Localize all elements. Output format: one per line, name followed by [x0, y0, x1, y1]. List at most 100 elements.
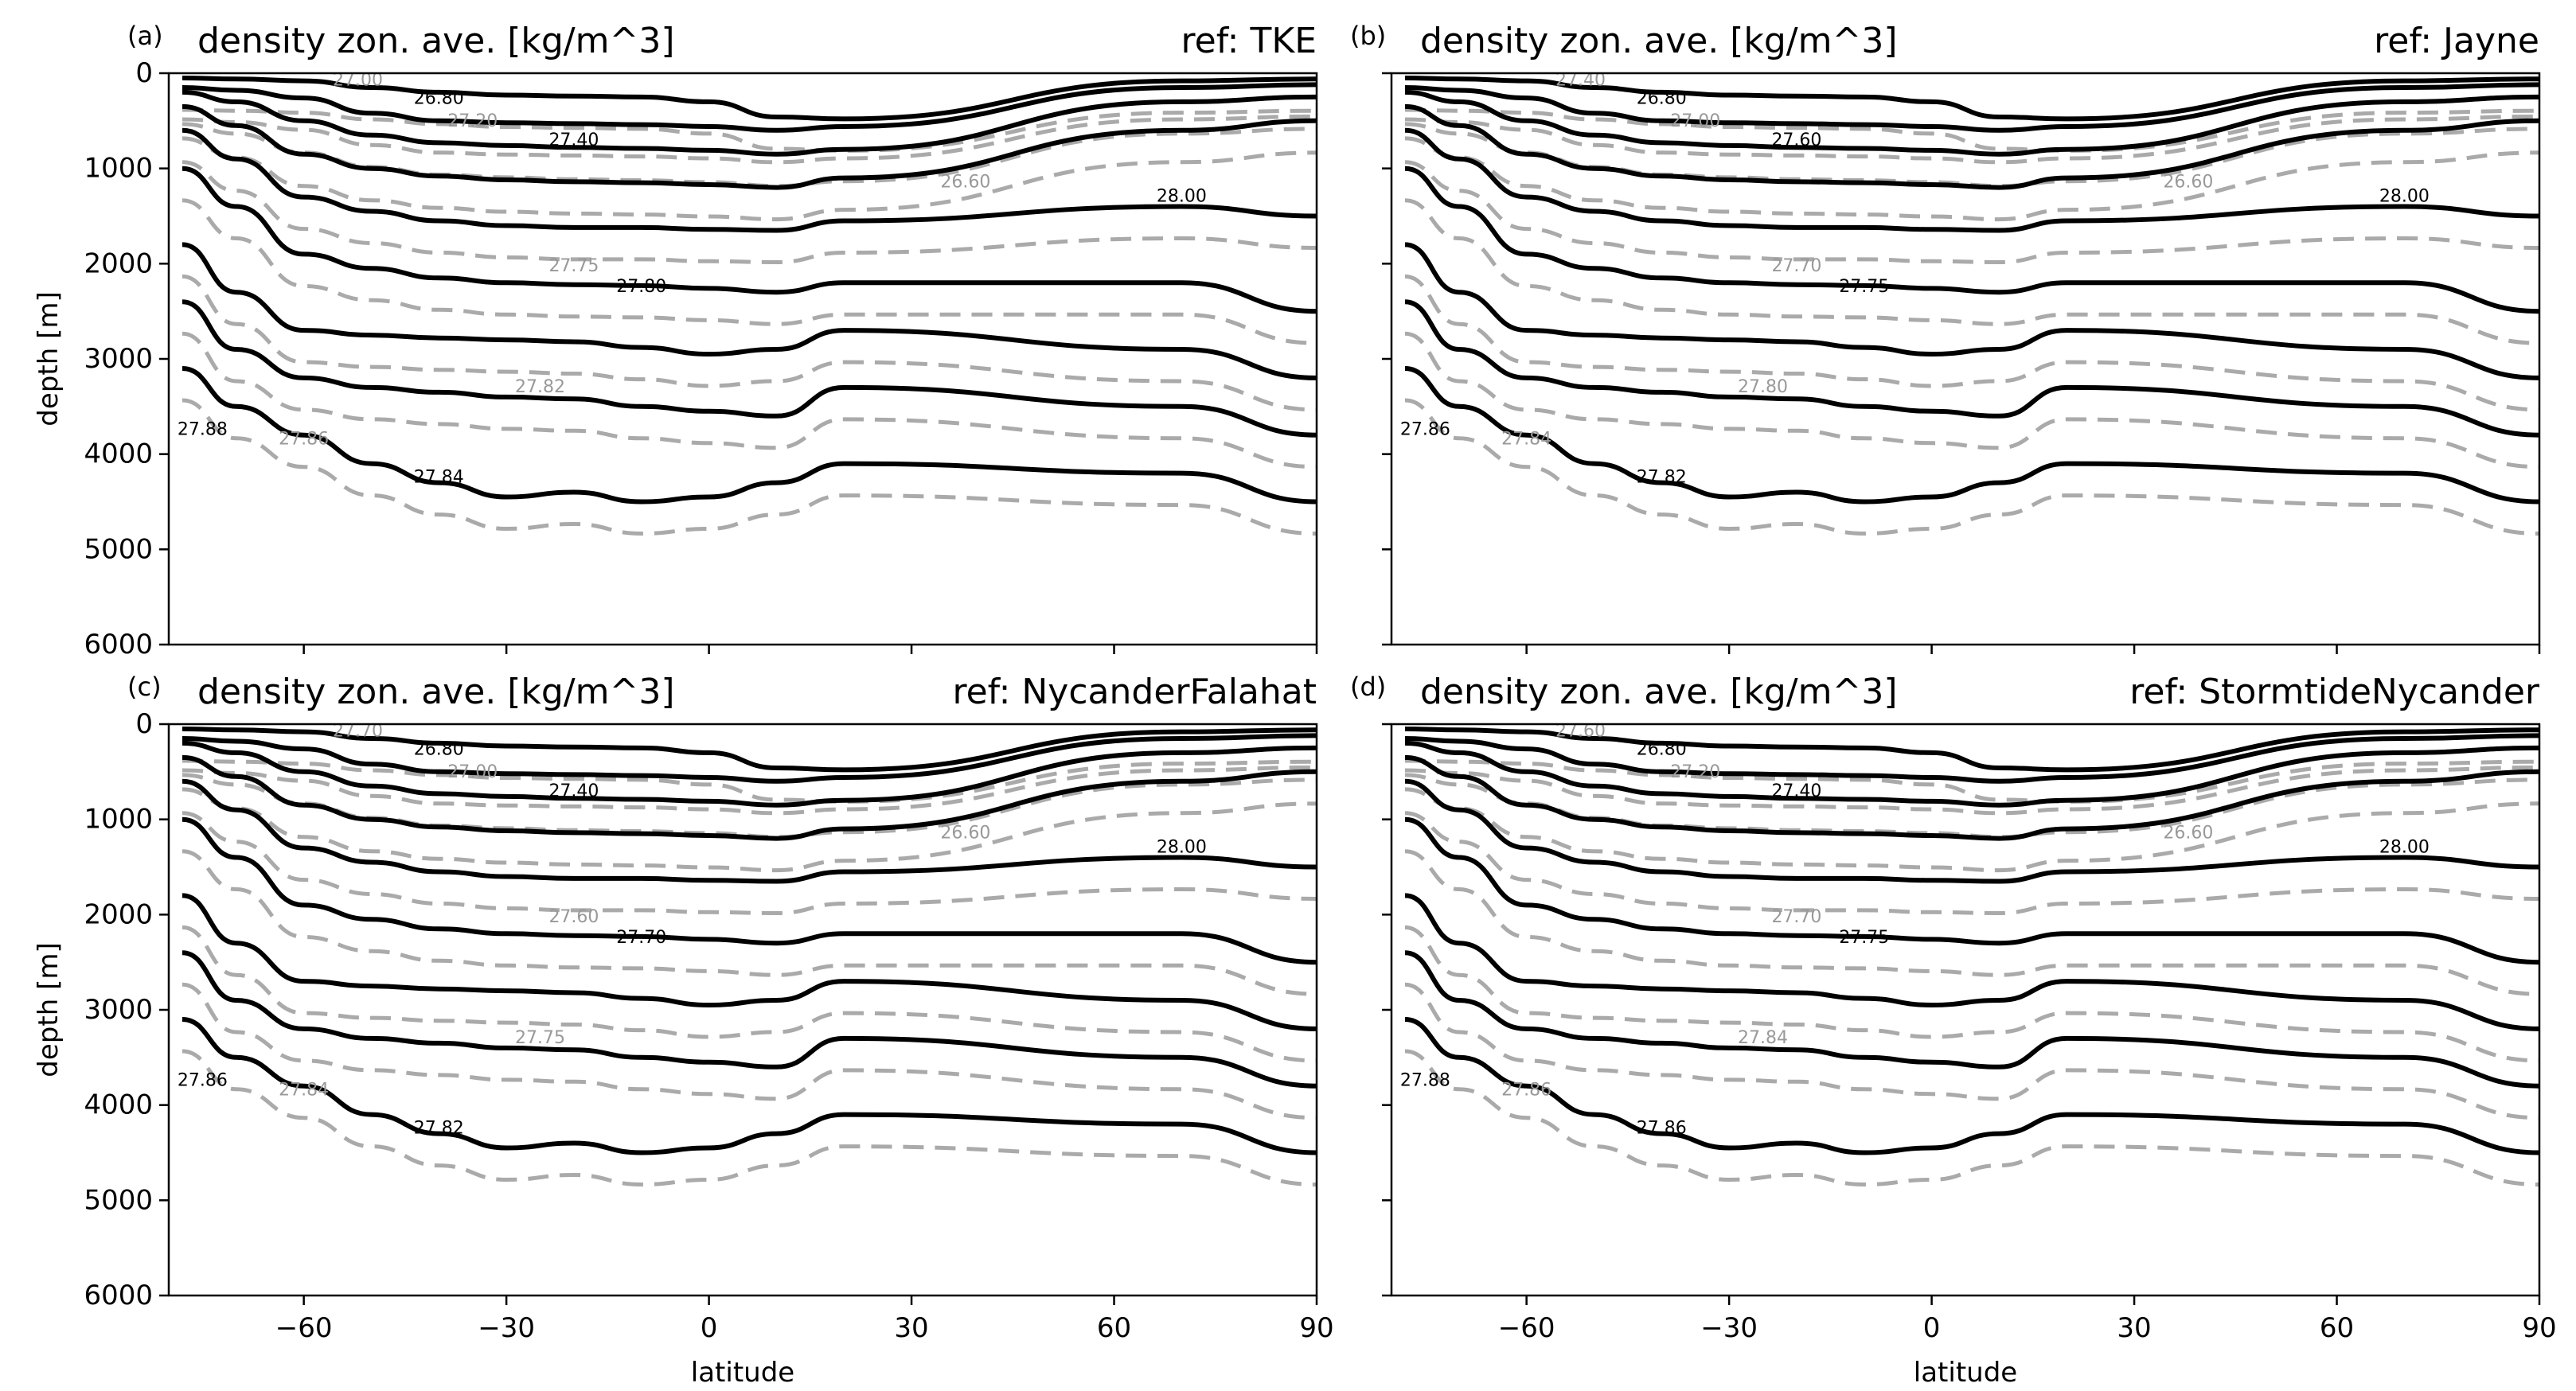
contour-label: 27.00	[1670, 111, 1720, 131]
contour-label: 26.80	[414, 739, 464, 759]
contour-label: 27.86	[279, 430, 329, 450]
y-tick-label: 3000	[84, 994, 153, 1026]
contour-label: 27.88	[1400, 1071, 1450, 1091]
plot-area: 27.60 26.80 27.20 27.40 27.70 27.75 27.84 27.86…	[1400, 722, 2539, 1187]
contour-label: 26.60	[2163, 824, 2213, 844]
contour-solid-27.75	[1404, 816, 2539, 965]
x-tick-label: 30	[894, 1312, 928, 1344]
x-tick-label: −60	[275, 1312, 333, 1344]
contour-dashed-27.6	[181, 136, 1317, 222]
contour-label: 27.70	[333, 722, 383, 742]
contour-dashed-26.8	[1404, 107, 2539, 153]
contour-solid-27.75	[1404, 166, 2539, 314]
contour-label: 27.84	[279, 1081, 329, 1101]
contour-dashed-26.8	[181, 107, 1317, 153]
plot-area: 27.40 26.80 27.00 27.60 27.70 27.75 27.80 27.82…	[1400, 71, 2539, 536]
contour-solid-27.2	[181, 82, 1317, 133]
contour-label: 27.86	[1637, 1119, 1687, 1139]
contour-dashed-27.86	[1404, 1049, 2539, 1187]
x-tick-label: −60	[1498, 1312, 1555, 1344]
contour-label: 27.40	[548, 781, 599, 801]
x-tick-label: 60	[1097, 1312, 1131, 1344]
y-tick-label: 6000	[84, 1280, 153, 1311]
contour-solid-27.6	[181, 754, 1317, 841]
contour-solid-27.84	[1404, 950, 2539, 1089]
panel-c: 27.70 26.80 27.00 27.40 27.60 27.70 27.75 27.82…	[33, 672, 1334, 1389]
x-axis-label: latitude	[1914, 1357, 2017, 1389]
contour-solid-26.8	[181, 727, 1317, 773]
panel-title: density zon. ave. [kg/m^3]	[1420, 672, 1898, 712]
contour-label: 27.82	[1637, 468, 1687, 488]
contour-label: 27.60	[548, 907, 599, 927]
contour-label: 27.84	[1738, 1028, 1788, 1048]
contour-label: 27.82	[414, 1119, 464, 1139]
contour-dashed-27.6	[1404, 787, 2539, 873]
panel-a: 27.00 26.80 27.20 27.40 27.75 27.80 27.82 27.84…	[33, 21, 1318, 660]
contour-label: 27.20	[1670, 762, 1720, 782]
panel-letter: (b)	[1350, 21, 1386, 51]
contour-dashed-27.75	[181, 198, 1317, 345]
plot-area: 27.70 26.80 27.00 27.40 27.60 27.70 27.75 27.82…	[178, 722, 1317, 1187]
contour-dashed-26.8	[181, 758, 1317, 804]
contour-label: 27.80	[616, 277, 666, 297]
contour-solid-26.8	[1404, 727, 2539, 773]
contour-label: 28.00	[2379, 838, 2430, 858]
contour-solid-27.2	[1404, 733, 2539, 784]
contour-label: 27.40	[1771, 781, 1821, 801]
x-tick-label: 60	[2320, 1312, 2354, 1344]
contour-dashed-27.7	[1404, 160, 2539, 265]
y-tick-label: 4000	[84, 1089, 153, 1121]
panel-title: density zon. ave. [kg/m^3]	[197, 21, 675, 61]
contour-solid-27.6	[1404, 103, 2539, 190]
contour-dashed-26.8	[1404, 758, 2539, 804]
contour-solid-27.82	[181, 893, 1317, 1031]
contour-dashed-27.86	[1404, 398, 2539, 536]
panel-ref: ref: StormtideNycander	[2129, 672, 2540, 712]
contour-label: 27.88	[178, 420, 228, 440]
contour-dashed-27.84	[181, 398, 1317, 536]
contour-solid-27.82	[181, 299, 1317, 438]
contour-dashed-27.8	[1404, 274, 2539, 412]
contour-solid-27.7	[1404, 778, 2539, 884]
contour-solid-27.82	[1404, 893, 2539, 1031]
y-tick-label: 2000	[84, 898, 153, 930]
panel-title: density zon. ave. [kg/m^3]	[197, 672, 675, 712]
contour-dashed-27	[1404, 114, 2539, 165]
x-tick-label: −30	[478, 1312, 535, 1344]
contour-label: 27.75	[515, 1028, 565, 1048]
contour-label: 27.70	[616, 928, 666, 948]
contour-solid-27.84	[181, 366, 1317, 505]
contour-label: 27.60	[1555, 722, 1606, 742]
contour-solid-27.86	[1404, 366, 2539, 505]
contour-label: 28.00	[1157, 838, 1207, 858]
contour-dashed-27.6	[181, 787, 1317, 873]
contour-solid-27.4	[181, 89, 1317, 157]
contour-label: 27.70	[1771, 256, 1821, 276]
y-tick-label: 5000	[84, 1184, 153, 1216]
contour-label: 26.80	[1637, 739, 1687, 759]
contour-dashed-27.2	[181, 114, 1317, 165]
contour-label: 27.70	[1771, 907, 1821, 927]
contour-dashed-27.8	[181, 274, 1317, 412]
contour-solid-27.84	[181, 950, 1317, 1089]
contour-solid-27	[1404, 82, 2539, 133]
contour-label: 27.86	[1400, 420, 1450, 440]
contour-label: 27.40	[1555, 71, 1606, 91]
panel-ref: ref: TKE	[1181, 21, 1317, 61]
y-tick-label: 5000	[84, 533, 153, 565]
contour-solid-27.6	[181, 103, 1317, 190]
contour-label: 26.80	[414, 88, 464, 108]
contour-label: 28.00	[2379, 187, 2430, 207]
contour-dashed-27.84	[1404, 982, 2539, 1120]
contour-label: 26.60	[2163, 173, 2213, 193]
contour-solid-27.8	[181, 242, 1317, 380]
contour-solid-27.86	[1404, 1017, 2539, 1155]
contour-dashed-27.7	[181, 811, 1317, 916]
y-tick-label: 2000	[84, 247, 153, 279]
contour-label: 27.82	[515, 377, 565, 397]
x-tick-label: 30	[2117, 1312, 2151, 1344]
y-tick-label: 1000	[84, 804, 153, 836]
panel-d: 27.60 26.80 27.20 27.40 27.70 27.75 27.84 27.86…	[1350, 672, 2557, 1389]
contour-label: 27.20	[447, 111, 498, 131]
panel-title: density zon. ave. [kg/m^3]	[1420, 21, 1898, 61]
